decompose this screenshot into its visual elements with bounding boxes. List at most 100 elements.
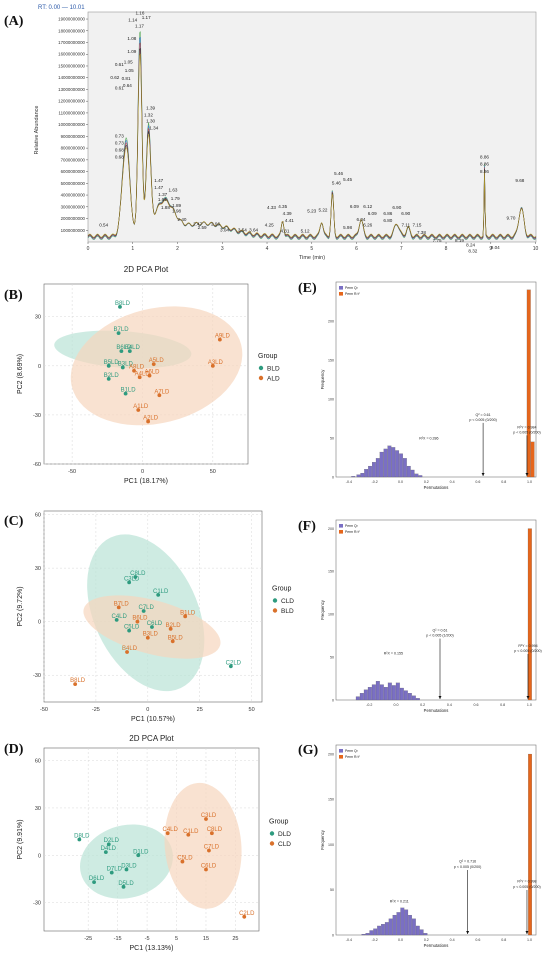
- y-tick-label: 5000000000: [61, 181, 86, 186]
- histogram-bar: [419, 929, 424, 936]
- histogram-bar: [363, 689, 368, 701]
- panel-label-e: (E): [298, 281, 317, 296]
- x-tick-label: 0.2: [424, 480, 429, 484]
- legend-label: BLD: [281, 608, 294, 615]
- peak-label: 0.68: [115, 155, 124, 160]
- histogram-bar: [404, 909, 409, 936]
- y-tick-label: 200: [328, 319, 334, 323]
- peak-label: 6.09: [350, 204, 359, 209]
- y-tick-label: 50: [330, 888, 334, 892]
- annotation-arrowhead: [481, 473, 485, 476]
- histogram-bar: [408, 914, 412, 936]
- point-label: C3LD: [124, 576, 140, 582]
- legend-title: Group: [272, 586, 292, 593]
- histogram-bar: [391, 685, 396, 701]
- y-tick-label: 15000000000: [58, 63, 85, 68]
- y-tick-label: 18000000000: [58, 28, 85, 33]
- peak-label: 9.68: [515, 178, 524, 183]
- data-point: [116, 331, 121, 335]
- histogram-bar: [411, 695, 416, 701]
- annotation-arrowhead: [525, 473, 529, 476]
- data-point: [106, 842, 111, 847]
- peak-label: 0.61: [115, 62, 124, 67]
- peak-label: 6.04: [357, 217, 366, 222]
- point-label: C6LD: [201, 863, 217, 869]
- histogram-bar: [369, 930, 374, 936]
- y-axis-label: Frequency: [320, 599, 325, 620]
- peak-label: 6.80: [383, 218, 392, 223]
- annotation-arrowhead: [466, 931, 470, 934]
- y-tick-label: 4000000000: [61, 193, 86, 198]
- data-point: [103, 850, 108, 855]
- peak-label: 1.08: [127, 36, 136, 41]
- data-point: [204, 867, 208, 872]
- x-tick-label: -50: [40, 707, 48, 713]
- annotation-label: R²Y = 0.998: [517, 880, 536, 884]
- y-tick-label: 30: [35, 566, 41, 572]
- annotation-arrowhead: [438, 696, 442, 699]
- histogram-bar: [368, 465, 372, 478]
- point-label: C7LD: [204, 845, 220, 851]
- point-label: B3LD: [118, 361, 134, 367]
- annotation-label: p < 0.005 (0/200): [513, 885, 540, 889]
- legend-title: Group: [258, 353, 278, 360]
- histogram-plot-area: [335, 281, 537, 478]
- y-tick-label: 200: [328, 527, 334, 531]
- chromatogram-plot-area: [87, 11, 537, 243]
- chromatogram-xlabel: Time (min): [299, 255, 325, 261]
- y-tick-label: 150: [328, 358, 334, 362]
- y-tick-label: 50: [330, 436, 334, 440]
- peak-label: 0.68: [115, 148, 124, 153]
- peak-label: 8.24: [466, 243, 475, 248]
- histogram-bar: [367, 687, 372, 701]
- data-point: [146, 419, 151, 424]
- data-point: [210, 363, 215, 368]
- peak-label: 1.88: [161, 205, 170, 210]
- y-tick-label: 6000000000: [61, 169, 86, 174]
- histogram-bar: [375, 681, 380, 701]
- point-label: B7LD: [114, 601, 130, 607]
- histogram-bar: [403, 690, 408, 701]
- legend-label: ALD: [267, 376, 280, 383]
- peak-label: 1.37: [158, 192, 167, 197]
- histogram-bar: [410, 469, 415, 478]
- data-point: [114, 617, 119, 622]
- point-label: B1LD: [180, 610, 196, 616]
- peak-label: 5.12: [301, 229, 310, 234]
- data-point: [217, 337, 222, 342]
- x-tick-label: 0.6: [475, 480, 480, 484]
- x-tick-label: -15: [114, 936, 122, 942]
- peak-label: 7.15: [412, 223, 421, 228]
- x-tick-label: 0.2: [420, 703, 425, 707]
- data-point: [127, 349, 132, 353]
- legend-swatch: [339, 292, 343, 296]
- y-tick-label: 19000000000: [58, 17, 85, 22]
- x-axis-label: Permutations: [424, 943, 449, 948]
- peak-label: 8.86: [480, 162, 489, 167]
- histogram-bar: [381, 924, 385, 936]
- peak-label: 4.31: [280, 229, 289, 234]
- y-tick-label: 12000000000: [58, 99, 85, 104]
- peak-label: 0.64: [123, 83, 132, 88]
- y-axis-label: PC2 (9.91%): [17, 819, 24, 859]
- data-point: [151, 362, 156, 367]
- confidence-ellipse-ald: [70, 306, 243, 426]
- point-label: A1LD: [133, 404, 149, 410]
- y-tick-label: 11000000000: [58, 110, 85, 115]
- chromatogram-ylabel: Relative Abundance: [34, 106, 40, 155]
- data-point: [147, 373, 152, 378]
- annotation-label: p < 0.005 (0/200): [514, 649, 541, 653]
- peak-label: 0.73: [115, 141, 124, 146]
- peak-label: 1.98: [172, 209, 181, 214]
- data-point: [150, 625, 154, 629]
- legend-swatch: [339, 524, 343, 528]
- x-tick-label: -25: [92, 707, 100, 713]
- data-point: [132, 368, 136, 373]
- peak-label: 7.38: [417, 230, 426, 235]
- y-axis-label: PC2 (8.69%): [17, 354, 24, 394]
- y-tick-label: 2000000000: [61, 216, 86, 221]
- histogram-bar: [371, 684, 376, 701]
- y-tick-label: 0: [332, 933, 334, 937]
